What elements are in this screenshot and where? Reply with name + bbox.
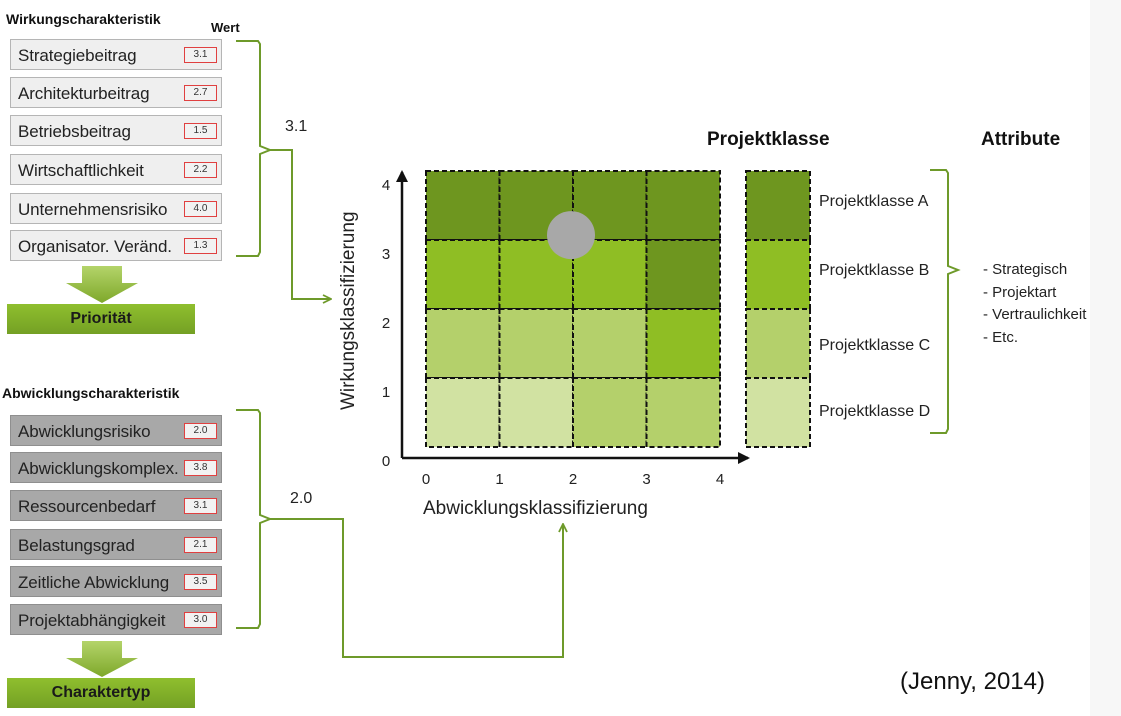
abwicklung-brace (236, 409, 273, 629)
item-value: 1.5 (184, 123, 217, 139)
class-label-c: Projektklasse C (819, 337, 931, 354)
legend-swatch-class-c (745, 308, 811, 379)
item-label: Projektabhängigkeit (18, 611, 166, 630)
matrix-cell-class-a (425, 170, 501, 241)
item-label: Architekturbeitrag (18, 84, 150, 103)
wirkung-connector-arrow (270, 149, 330, 299)
charaktertyp-result: Charaktertyp (7, 678, 195, 708)
matrix-cell-class-d (498, 377, 574, 448)
abwicklung-summary-value: 2.0 (290, 490, 313, 507)
citation: (Jenny, 2014) (900, 668, 1045, 695)
matrix-cell-class-c (572, 308, 648, 379)
wirkung-item: Wirtschaftlichkeit 2.2 (10, 154, 222, 185)
attribute-brace (930, 169, 961, 434)
axis-tick-labels: 0 1 2 3 4 0 1 2 3 4 (382, 177, 724, 488)
wirkung-item: Betriebsbeitrag 1.5 (10, 115, 222, 146)
abwicklung-item: Ressourcenbedarf 3.1 (10, 490, 222, 521)
item-label: Strategiebeitrag (18, 46, 137, 65)
y-tick-label: 3 (382, 246, 390, 263)
matrix-cell-class-c (645, 377, 721, 448)
y-tick-label: 0 (382, 453, 390, 470)
item-value: 2.1 (184, 537, 217, 553)
matrix-cell-class-b (425, 239, 501, 310)
wirkung-item: Strategiebeitrag 3.1 (10, 39, 222, 70)
attribute-item: - Projektart (983, 284, 1057, 301)
abwicklung-title: Abwicklungscharakteristik (2, 385, 180, 401)
class-label-a: Projektklasse A (819, 193, 929, 210)
item-label: Zeitliche Abwicklung (18, 573, 170, 592)
wirkung-brace (236, 40, 273, 257)
item-value: 1.3 (184, 238, 217, 254)
item-value: 3.1 (184, 498, 217, 514)
item-label: Ressourcenbedarf (18, 497, 156, 516)
class-legend-column (745, 170, 811, 448)
abwicklung-item: Zeitliche Abwicklung 3.5 (10, 566, 222, 597)
class-label-b: Projektklasse B (819, 262, 930, 279)
x-tick-label: 2 (569, 471, 577, 488)
class-label-d: Projektklasse D (819, 403, 931, 420)
item-value: 3.0 (184, 612, 217, 628)
project-position-marker (547, 211, 595, 260)
x-tick-label: 3 (642, 471, 650, 488)
page-edge-strip (1090, 0, 1121, 716)
y-tick-label: 1 (382, 384, 390, 401)
item-value: 2.7 (184, 85, 217, 101)
item-label: Abwicklungsrisiko (18, 422, 151, 441)
matrix-cell-class-a (645, 170, 721, 241)
legend-swatch-class-b (745, 239, 811, 310)
item-value: 3.8 (184, 460, 217, 476)
wirkung-item: Architekturbeitrag 2.7 (10, 77, 222, 108)
attribute-item: - Strategisch (983, 261, 1068, 278)
matrix-cell-class-d (425, 377, 501, 448)
wirkung-title: Wirkungscharakteristik (6, 11, 161, 27)
wirkung-summary-value: 3.1 (285, 118, 308, 135)
item-label: Unternehmensrisiko (18, 200, 168, 219)
down-arrow-icon (66, 266, 138, 303)
item-value: 2.0 (184, 423, 217, 439)
prioritaet-result: Priorität (7, 304, 195, 334)
item-value: 3.1 (184, 47, 217, 63)
legend-swatch-class-d (745, 377, 811, 448)
matrix-cell-class-b (645, 308, 721, 379)
x-axis-label: Abwicklungsklassifizierung (423, 498, 648, 519)
item-value: 3.5 (184, 574, 217, 590)
item-label: Betriebsbeitrag (18, 122, 131, 141)
matrix-cell-class-c (498, 308, 574, 379)
x-tick-label: 0 (422, 471, 430, 488)
matrix-cell-class-a (645, 239, 721, 310)
down-arrow-icon (66, 641, 138, 677)
abwicklung-item: Abwicklungskomplex. 3.8 (10, 452, 222, 483)
item-label: Wirtschaftlichkeit (18, 161, 144, 180)
wert-header: Wert (211, 20, 240, 35)
matrix-cell-class-a (498, 170, 574, 241)
item-label: Organisator. Veränd. (18, 237, 172, 256)
matrix-cell-class-c (425, 308, 501, 379)
abwicklung-item: Belastungsgrad 2.1 (10, 529, 222, 560)
item-label: Belastungsgrad (18, 536, 135, 555)
legend-swatch-class-a (745, 170, 811, 241)
abwicklung-item: Abwicklungsrisiko 2.0 (10, 415, 222, 446)
attribute-item: - Etc. (983, 329, 1019, 346)
abwicklung-item: Projektabhängigkeit 3.0 (10, 604, 222, 635)
attribute-item: - Vertraulichkeit (983, 306, 1087, 323)
y-tick-label: 4 (382, 177, 390, 194)
item-label: Abwicklungskomplex. (18, 459, 179, 478)
item-value: 2.2 (184, 162, 217, 178)
projektklasse-heading: Projektklasse (707, 129, 830, 150)
matrix-cell-class-c (572, 377, 648, 448)
x-tick-label: 4 (716, 471, 724, 488)
attribute-heading: Attribute (981, 129, 1061, 150)
x-tick-label: 1 (495, 471, 503, 488)
abwicklung-connector-arrow (270, 518, 563, 658)
item-value: 4.0 (184, 201, 217, 217)
y-tick-label: 2 (382, 315, 390, 332)
wirkung-item: Unternehmensrisiko 4.0 (10, 193, 222, 224)
wirkung-item: Organisator. Veränd. 1.3 (10, 230, 222, 261)
